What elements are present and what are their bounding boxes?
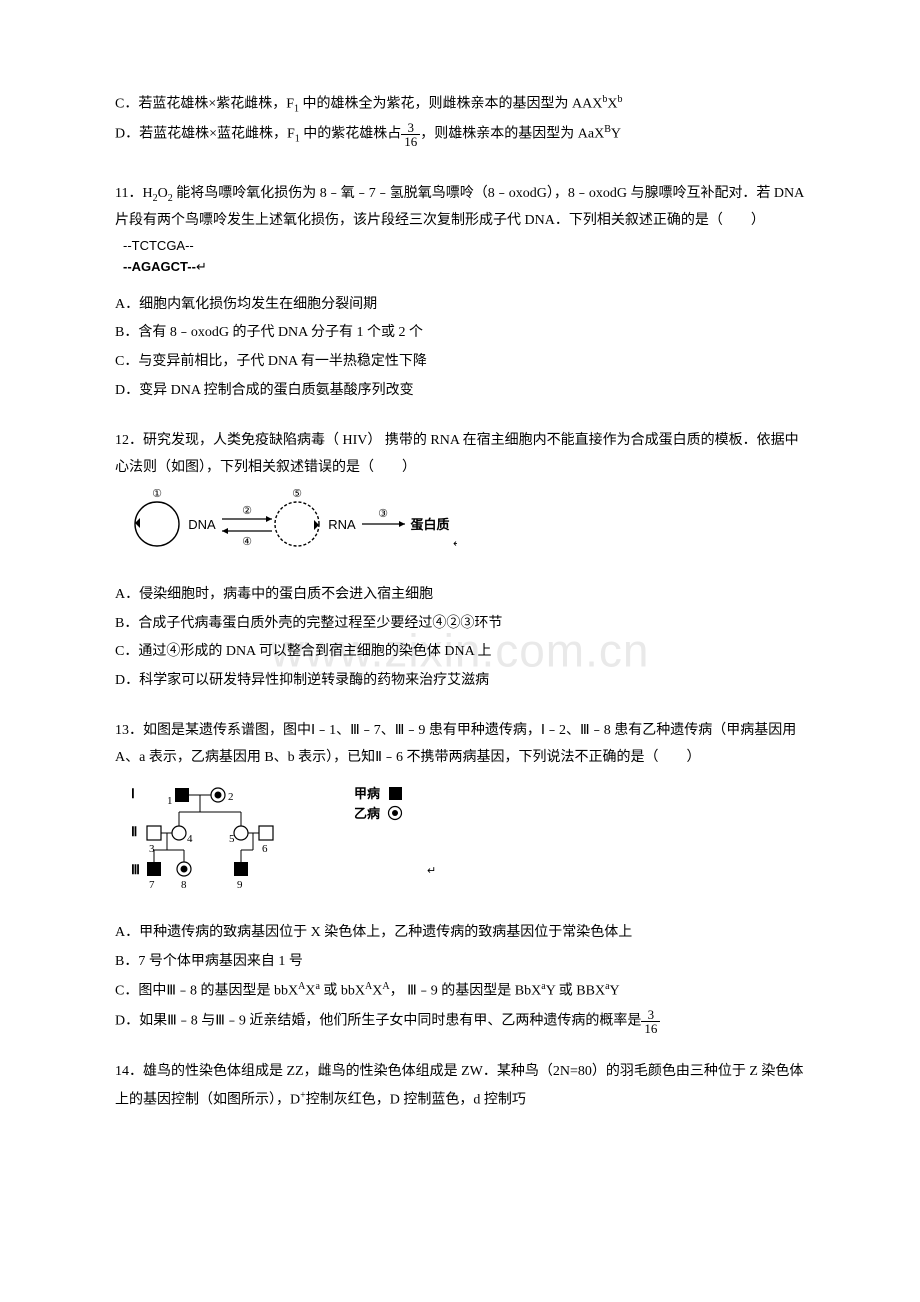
question-14: 14．雄鸟的性染色体组成是 ZZ，雌鸟的性染色体组成是 ZW．某种鸟（2N=80… — [115, 1059, 810, 1114]
svg-text:③: ③ — [378, 508, 388, 520]
pedigree-diagram: Ⅰ Ⅱ Ⅲ 1 2 3 4 5 6 — [129, 782, 810, 903]
q12-option-b: B．合成子代病毒蛋白质外壳的完整过程至少要经过④②③环节 — [115, 611, 810, 638]
q13-option-c: C．图中Ⅲ﹣8 的基因型是 bbXAXa 或 bbXAXA， Ⅲ﹣9 的基因型是… — [115, 977, 810, 1005]
question-12: 12．研究发现，人类免疫缺陷病毒（ HIV） 携带的 RNA 在宿主细胞内不能直… — [115, 428, 810, 694]
svg-text:Ⅱ: Ⅱ — [131, 824, 137, 839]
q11-option-b: B．含有 8﹣oxodG 的子代 DNA 分子有 1 个或 2 个 — [115, 320, 810, 347]
q13-option-d: D．如果Ⅲ﹣8 与Ⅲ﹣9 近亲结婚，他们所生子女中同时患有甲、乙两种遗传病的概率… — [115, 1008, 810, 1035]
svg-text:6: 6 — [262, 843, 268, 855]
q13-option-b: B．7 号个体甲病基因来自 1 号 — [115, 949, 810, 976]
svg-text:7: 7 — [149, 879, 155, 891]
option-d: D．若蓝花雄株×蓝花雌株，F1 中的紫花雄株占316，则雄株亲本的基因型为 Aa… — [115, 120, 810, 148]
svg-text:蛋白质: 蛋白质 — [410, 517, 449, 532]
q13-stem: 13．如图是某遗传系谱图，图中Ⅰ﹣1、Ⅲ﹣7、Ⅲ﹣9 患有甲种遗传病，Ⅰ﹣2、Ⅲ… — [115, 718, 810, 771]
q12-stem: 12．研究发现，人类免疫缺陷病毒（ HIV） 携带的 RNA 在宿主细胞内不能直… — [115, 428, 810, 481]
q12-option-a: A．侵染细胞时，病毒中的蛋白质不会进入宿主细胞 — [115, 582, 810, 609]
svg-text:9: 9 — [237, 879, 243, 891]
question-top-continuation: C．若蓝花雄株×紫花雌株，F1 中的雄株全为紫花，则雌株亲本的基因型为 AAXb… — [115, 90, 810, 149]
question-11: 11．H2O2 能将鸟嘌呤氧化损伤为 8﹣氧﹣7﹣氢脱氧鸟嘌呤（8﹣oxodG）… — [115, 181, 810, 404]
q11-option-d: D．变异 DNA 控制合成的蛋白质氨基酸序列改变 — [115, 378, 810, 405]
svg-text:RNA: RNA — [328, 517, 356, 532]
dna-sequence: --TCTCGA-- --AGAGCT--↵ — [123, 236, 810, 278]
svg-text:Ⅰ: Ⅰ — [131, 786, 135, 801]
q14-stem: 14．雄鸟的性染色体组成是 ZZ，雌鸟的性染色体组成是 ZW．某种鸟（2N=80… — [115, 1059, 810, 1114]
option-c: C．若蓝花雄株×紫花雌株，F1 中的雄株全为紫花，则雌株亲本的基因型为 AAXb… — [115, 90, 810, 118]
svg-text:2: 2 — [228, 791, 234, 803]
svg-text:⑤: ⑤ — [292, 489, 302, 500]
svg-text:④: ④ — [242, 536, 252, 548]
svg-text:甲病: 甲病 — [354, 786, 380, 801]
q12-option-c: C．通过④形成的 DNA 可以整合到宿主细胞的染色体 DNA 上 — [115, 639, 810, 666]
central-dogma-diagram: ① DNA ② ④ ⑤ RNA ③ 蛋白质 ↵ — [127, 489, 810, 570]
svg-text:①: ① — [152, 489, 162, 500]
q13-option-a: A．甲种遗传病的致病基因位于 X 染色体上，乙种遗传病的致病基因位于常染色体上 — [115, 920, 810, 947]
svg-text:1: 1 — [167, 795, 173, 807]
svg-text:②: ② — [242, 505, 252, 517]
q11-option-c: C．与变异前相比，子代 DNA 有一半热稳定性下降 — [115, 349, 810, 376]
svg-text:↵: ↵ — [453, 538, 457, 550]
svg-text:DNA: DNA — [188, 517, 216, 532]
svg-text:乙病: 乙病 — [354, 806, 380, 821]
svg-text:4: 4 — [187, 833, 193, 845]
q12-option-d: D．科学家可以研发特异性抑制逆转录酶的药物来治疗艾滋病 — [115, 668, 810, 695]
svg-text:Ⅲ: Ⅲ — [131, 862, 140, 877]
q11-option-a: A．细胞内氧化损伤均发生在细胞分裂间期 — [115, 292, 810, 319]
q11-stem: 11．H2O2 能将鸟嘌呤氧化损伤为 8﹣氧﹣7﹣氢脱氧鸟嘌呤（8﹣oxodG）… — [115, 181, 810, 234]
svg-text:5: 5 — [229, 833, 235, 845]
svg-text:8: 8 — [181, 879, 187, 891]
question-13: 13．如图是某遗传系谱图，图中Ⅰ﹣1、Ⅲ﹣7、Ⅲ﹣9 患有甲种遗传病，Ⅰ﹣2、Ⅲ… — [115, 718, 810, 1035]
svg-text:↵: ↵ — [427, 865, 436, 877]
